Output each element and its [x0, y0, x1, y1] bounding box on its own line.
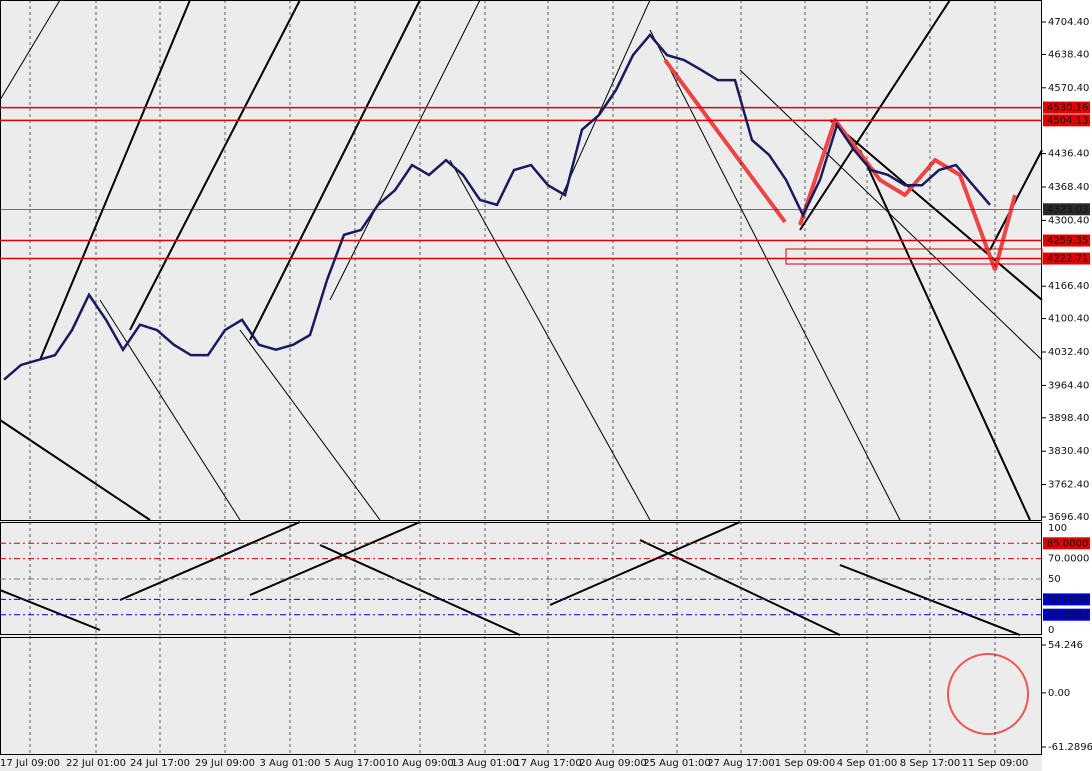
osc-tick: 85.0000 — [1047, 538, 1088, 549]
macd-tick: 54.246 — [1048, 640, 1083, 651]
time-label: 22 Jul 01:00 — [66, 758, 126, 769]
osc-tick: 15.0000 — [1047, 610, 1088, 621]
time-label: 17 Aug 17:00 — [514, 758, 581, 769]
level-label: 4222.71 — [1047, 254, 1088, 265]
trend-lines — [0, 0, 1043, 636]
plot-bg — [0, 0, 1042, 771]
zone-box — [785, 248, 1043, 265]
time-label: 27 Aug 17:00 — [707, 758, 774, 769]
price-line — [3, 33, 991, 381]
price-tick: 3898.40 — [1048, 413, 1089, 424]
price-tick: 3830.40 — [1048, 446, 1089, 457]
time-label: 5 Aug 17:00 — [324, 758, 385, 769]
time-label: 29 Jul 09:00 — [195, 758, 255, 769]
level-box — [1043, 101, 1090, 114]
axis-bg — [1042, 0, 1092, 771]
time-label: 17 Jul 09:00 — [0, 758, 60, 769]
macd-tick: 0.00 — [1048, 688, 1070, 699]
level-box — [1043, 203, 1090, 216]
osc-tick: 70.0000 — [1048, 554, 1089, 565]
time-label: 24 Jul 17:00 — [130, 758, 190, 769]
osc-level-box — [1043, 537, 1090, 550]
time-label: 25 Aug 01:00 — [643, 758, 710, 769]
time-label: 4 Sep 01:00 — [837, 758, 897, 769]
time-label: 8 Sep 17:00 — [900, 758, 960, 769]
price-tick: 4436.40 — [1048, 149, 1089, 160]
level-box — [1043, 252, 1090, 265]
price-tick: 3762.40 — [1048, 480, 1089, 491]
osc-tick: 50 — [1048, 574, 1061, 585]
time-label: 10 Aug 09:00 — [386, 758, 453, 769]
level-label: 4259.35 — [1047, 236, 1088, 247]
time-label: 1 Sep 09:00 — [775, 758, 835, 769]
osc-level-box — [1043, 608, 1090, 621]
price-tick: 4300.40 — [1048, 215, 1089, 226]
osc-tick: 30.0000 — [1047, 594, 1088, 605]
price-tick: 3696.40 — [1048, 512, 1089, 523]
time-label: 20 Aug 09:00 — [579, 758, 646, 769]
osc-tick: 100 — [1048, 523, 1067, 534]
level-label: 4530.16 — [1047, 103, 1088, 114]
level-box — [1043, 234, 1090, 247]
price-tick: 4100.40 — [1048, 314, 1089, 325]
level-label: 4504.13 — [1047, 115, 1088, 126]
macd-tick: -61.2896 — [1048, 742, 1092, 753]
level-label: 4323.03 — [1047, 204, 1088, 215]
time-label: 3 Aug 01:00 — [259, 758, 320, 769]
osc-level-box — [1043, 593, 1090, 606]
price-tick: 4368.40 — [1048, 182, 1089, 193]
price-tick: 4570.40 — [1048, 83, 1089, 94]
price-tick: 4166.40 — [1048, 281, 1089, 292]
price-tick: 4032.40 — [1048, 347, 1089, 358]
time-label: 13 Aug 01:00 — [451, 758, 518, 769]
osc-tick: 0 — [1048, 625, 1054, 636]
level-box — [1043, 114, 1090, 127]
time-label: 11 Sep 09:00 — [962, 758, 1029, 769]
price-tick: 3964.40 — [1048, 380, 1089, 391]
price-tick: 4704.40 — [1048, 17, 1089, 28]
highlight-circle — [947, 653, 1029, 735]
price-tick: 4638.40 — [1048, 49, 1089, 60]
